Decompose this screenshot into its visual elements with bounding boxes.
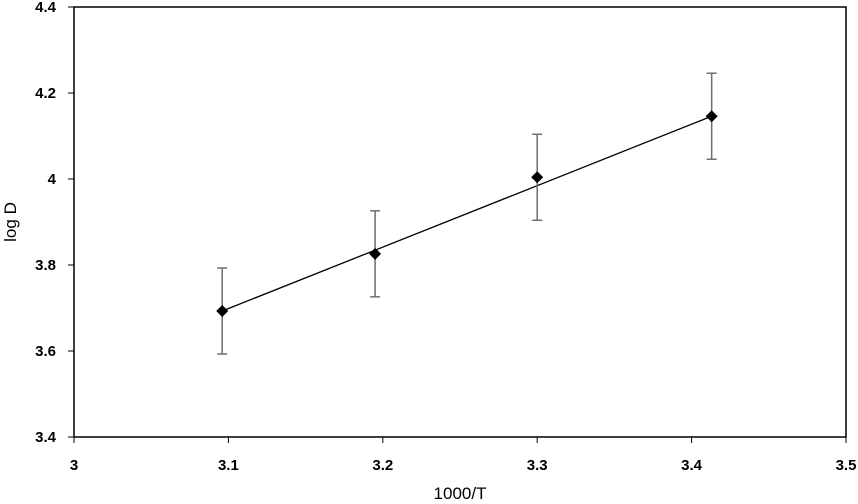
y-tick-label: 4 <box>48 171 57 188</box>
x-tick-labels: 3 3.1 3.2 3.3 3.4 3.5 <box>70 457 857 474</box>
y-tick-label: 3.8 <box>35 257 56 274</box>
data-point <box>216 305 229 318</box>
point-group <box>216 110 718 318</box>
y-tick-label: 3.6 <box>35 343 56 360</box>
x-tick-label: 3.2 <box>372 457 393 474</box>
trendline-group <box>221 115 712 312</box>
trendline <box>221 115 712 312</box>
y-tick-label: 3.4 <box>35 429 57 446</box>
y-tick-label: 4.4 <box>35 0 57 16</box>
y-tick-labels: 3.4 3.6 3.8 4 4.2 4.4 <box>35 0 57 446</box>
y-tick-label: 4.2 <box>35 85 56 102</box>
tick-marks <box>68 6 847 443</box>
x-tick-label: 3.4 <box>681 457 703 474</box>
x-tick-label: 3.3 <box>527 457 548 474</box>
x-tick-label: 3.1 <box>218 457 239 474</box>
plot-area <box>73 6 847 438</box>
data-point <box>531 171 544 184</box>
data-point <box>705 110 718 123</box>
data-point <box>369 247 382 260</box>
x-tick-label: 3 <box>70 457 78 474</box>
x-axis-title: 1000/T <box>434 484 487 503</box>
y-axis-title: log D <box>1 202 20 242</box>
x-tick-label: 3.5 <box>836 457 857 474</box>
